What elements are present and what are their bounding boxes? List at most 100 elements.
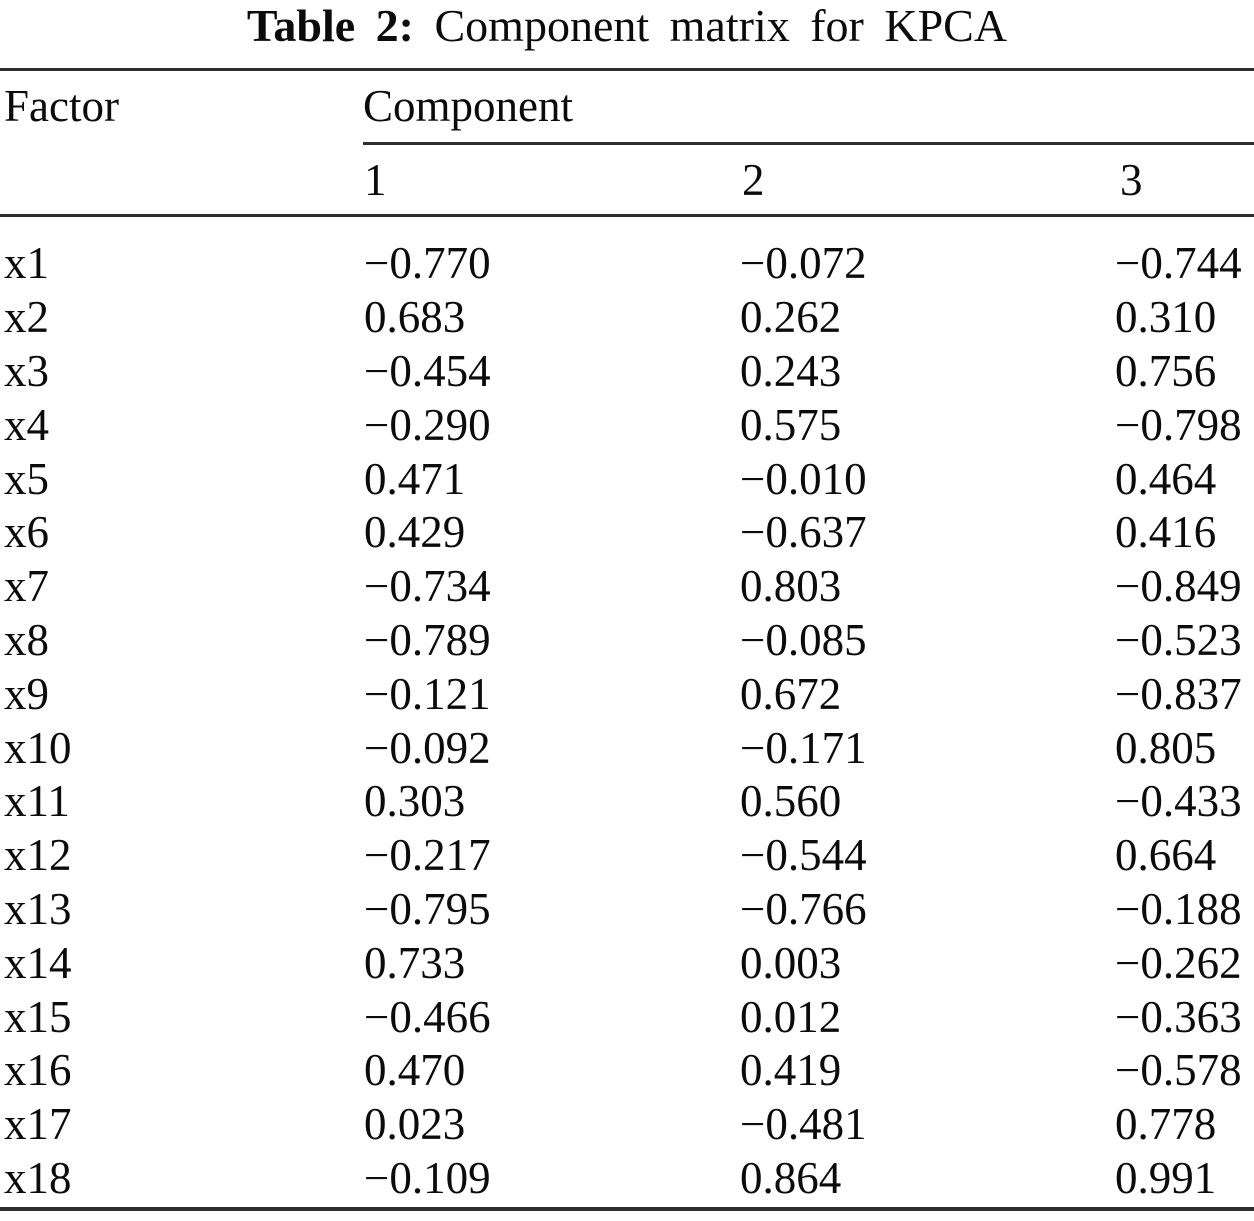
table-bottom-rule — [0, 1207, 1254, 1211]
value-cell: −0.217 — [364, 830, 491, 881]
value-cell: −0.109 — [364, 1152, 491, 1203]
table-row: x1 −0.770 −0.072 −0.744 — [4, 237, 1254, 291]
factor-cell: x3 — [4, 345, 49, 396]
value-cell: −0.789 — [364, 614, 491, 665]
value-cell: −0.481 — [740, 1099, 867, 1150]
column-header-factor: Factor — [4, 81, 119, 131]
table-row: x11 0.303 0.560 −0.433 — [4, 775, 1254, 829]
value-cell: −0.433 — [1115, 776, 1242, 827]
value-cell: −0.744 — [1115, 238, 1242, 289]
table-row: x13 −0.795 −0.766 −0.188 — [4, 883, 1254, 937]
value-cell: 0.416 — [1115, 507, 1217, 558]
value-cell: 0.464 — [1115, 453, 1217, 504]
value-cell: −0.849 — [1115, 561, 1242, 612]
factor-cell: x7 — [4, 561, 49, 612]
value-cell: −0.454 — [364, 345, 491, 396]
table-row: x4 −0.290 0.575 −0.798 — [4, 398, 1254, 452]
table-row: x18 −0.109 0.864 0.991 — [4, 1152, 1254, 1206]
factor-cell: x6 — [4, 507, 49, 558]
value-cell: −0.466 — [364, 991, 491, 1042]
value-cell: −0.544 — [740, 830, 867, 881]
factor-cell: x11 — [4, 776, 70, 827]
value-cell: −0.798 — [1115, 399, 1242, 450]
value-cell: 0.012 — [740, 991, 842, 1042]
factor-cell: x10 — [4, 722, 72, 773]
component-column-header-2: 2 — [742, 155, 765, 205]
value-cell: 0.805 — [1115, 722, 1217, 773]
factor-cell: x13 — [4, 883, 72, 934]
value-cell: 0.803 — [740, 561, 842, 612]
table-caption: Table 2: Component matrix for KPCA — [0, 0, 1254, 52]
column-header-component: Component — [363, 81, 573, 131]
table-caption-label: Table 2: — [246, 0, 414, 51]
table-row: x14 0.733 0.003 −0.262 — [4, 936, 1254, 990]
value-cell: −0.171 — [740, 722, 867, 773]
table-row: x3 −0.454 0.243 0.756 — [4, 345, 1254, 399]
value-cell: 0.683 — [364, 292, 466, 343]
table-caption-text: Component matrix for KPCA — [434, 0, 1008, 51]
value-cell: 0.003 — [740, 937, 842, 988]
factor-cell: x12 — [4, 830, 72, 881]
value-cell: 0.778 — [1115, 1099, 1217, 1150]
value-cell: 0.262 — [740, 292, 842, 343]
value-cell: 0.310 — [1115, 292, 1217, 343]
factor-cell: x16 — [4, 1045, 72, 1096]
factor-cell: x18 — [4, 1152, 72, 1203]
factor-cell: x1 — [4, 238, 49, 289]
value-cell: 0.429 — [364, 507, 466, 558]
value-cell: 0.560 — [740, 776, 842, 827]
value-cell: −0.363 — [1115, 991, 1242, 1042]
value-cell: −0.262 — [1115, 937, 1242, 988]
table-row: x15 −0.466 0.012 −0.363 — [4, 990, 1254, 1044]
factor-cell: x2 — [4, 292, 49, 343]
value-cell: 0.023 — [364, 1099, 466, 1150]
value-cell: 0.864 — [740, 1152, 842, 1203]
value-cell: 0.471 — [364, 453, 466, 504]
value-cell: 0.419 — [740, 1045, 842, 1096]
value-cell: −0.188 — [1115, 883, 1242, 934]
value-cell: −0.766 — [740, 883, 867, 934]
value-cell: 0.664 — [1115, 830, 1217, 881]
component-subheader-rule — [363, 142, 1254, 145]
component-column-header-1: 1 — [364, 155, 387, 205]
value-cell: 0.991 — [1115, 1152, 1217, 1203]
value-cell: −0.523 — [1115, 614, 1242, 665]
table-row: x9 −0.121 0.672 −0.837 — [4, 667, 1254, 721]
value-cell: −0.578 — [1115, 1045, 1242, 1096]
value-cell: −0.837 — [1115, 668, 1242, 719]
value-cell: −0.092 — [364, 722, 491, 773]
factor-cell: x5 — [4, 453, 49, 504]
value-cell: −0.734 — [364, 561, 491, 612]
table-row: x12 −0.217 −0.544 0.664 — [4, 829, 1254, 883]
table-top-rule — [0, 68, 1254, 71]
value-cell: −0.121 — [364, 668, 491, 719]
value-cell: −0.010 — [740, 453, 867, 504]
table-row: x5 0.471 −0.010 0.464 — [4, 452, 1254, 506]
value-cell: −0.072 — [740, 238, 867, 289]
value-cell: 0.733 — [364, 937, 466, 988]
component-column-header-3: 3 — [1120, 155, 1143, 205]
value-cell: 0.470 — [364, 1045, 466, 1096]
table-row: x7 −0.734 0.803 −0.849 — [4, 560, 1254, 614]
table-row: x2 0.683 0.262 0.310 — [4, 291, 1254, 345]
value-cell: 0.575 — [740, 399, 842, 450]
value-cell: −0.085 — [740, 614, 867, 665]
value-cell: 0.672 — [740, 668, 842, 719]
value-cell: −0.637 — [740, 507, 867, 558]
table-row: x6 0.429 −0.637 0.416 — [4, 506, 1254, 560]
value-cell: 0.243 — [740, 345, 842, 396]
header-body-rule — [0, 214, 1254, 217]
table-row: x17 0.023 −0.481 0.778 — [4, 1098, 1254, 1152]
factor-cell: x9 — [4, 668, 49, 719]
factor-cell: x4 — [4, 399, 49, 450]
factor-cell: x15 — [4, 991, 72, 1042]
table-row: x10 −0.092 −0.171 0.805 — [4, 721, 1254, 775]
value-cell: 0.756 — [1115, 345, 1217, 396]
value-cell: −0.290 — [364, 399, 491, 450]
value-cell: −0.795 — [364, 883, 491, 934]
factor-cell: x17 — [4, 1099, 72, 1150]
table-row: x16 0.470 0.419 −0.578 — [4, 1044, 1254, 1098]
value-cell: 0.303 — [364, 776, 466, 827]
table-row: x8 −0.789 −0.085 −0.523 — [4, 614, 1254, 668]
